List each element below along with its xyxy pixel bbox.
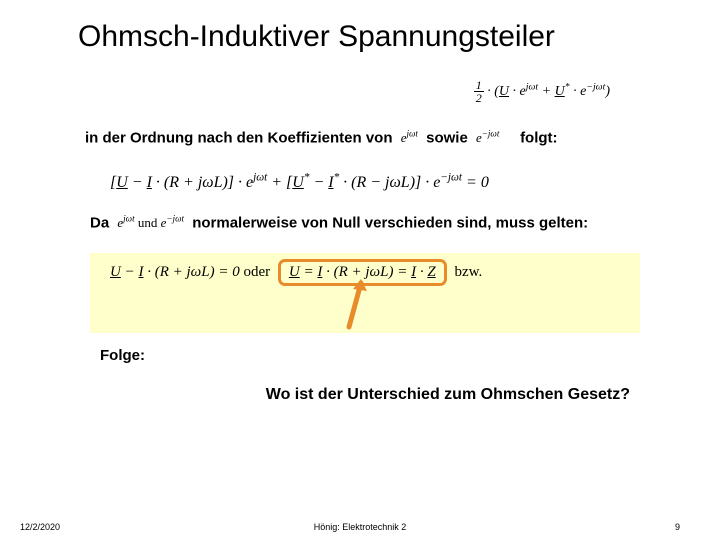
line1-mid: sowie [426, 129, 468, 146]
equation-main-math: [U − I · (R + jωL)] · ejωt + [U* − I* · … [110, 174, 489, 191]
line1-exp1: ejωt [397, 130, 422, 145]
footer-center: Hönig: Elektrotechnik 2 [314, 522, 407, 532]
line2-exp: ejωt und e−jωt [113, 215, 188, 230]
footer-page-number: 9 [675, 522, 680, 532]
arrow-icon [337, 279, 371, 338]
equation-result-math: U − I · (R + jωL) = 0 oder U = I · (R + … [110, 259, 482, 286]
question-text: Wo ist der Unterschied zum Ohmschen Gese… [50, 386, 670, 404]
equation-main: [U − I · (R + jωL)] · ejωt + [U* − I* · … [50, 171, 670, 191]
equation-top: 12 · (U · ejωt + U* · e−jωt) [50, 79, 670, 104]
since-sentence: Da ejωt und e−jωt normalerweise von Null… [50, 214, 670, 231]
folge-label: Folge: [50, 347, 670, 364]
line2-pre: Da [90, 214, 109, 231]
line1-post: folgt: [520, 129, 557, 146]
line2-post: normalerweise von Null verschieden sind,… [192, 214, 588, 231]
slide: Ohmsch-Induktiver Spannungsteiler 12 · (… [0, 0, 720, 540]
line1-exp2: e−jωt [472, 130, 503, 145]
footer: 12/2/2020 Hönig: Elektrotechnik 2 9 [0, 522, 720, 532]
page-title: Ohmsch-Induktiver Spannungsteiler [50, 20, 670, 54]
ordering-sentence: in der Ordnung nach den Koeffizienten vo… [50, 129, 670, 146]
line1-pre: in der Ordnung nach den Koeffizienten vo… [85, 129, 393, 146]
highlight-band: U − I · (R + jωL) = 0 oder U = I · (R + … [90, 253, 640, 333]
footer-date: 12/2/2020 [20, 522, 60, 532]
equation-top-math: 12 · (U · ejωt + U* · e−jωt) [474, 84, 610, 99]
